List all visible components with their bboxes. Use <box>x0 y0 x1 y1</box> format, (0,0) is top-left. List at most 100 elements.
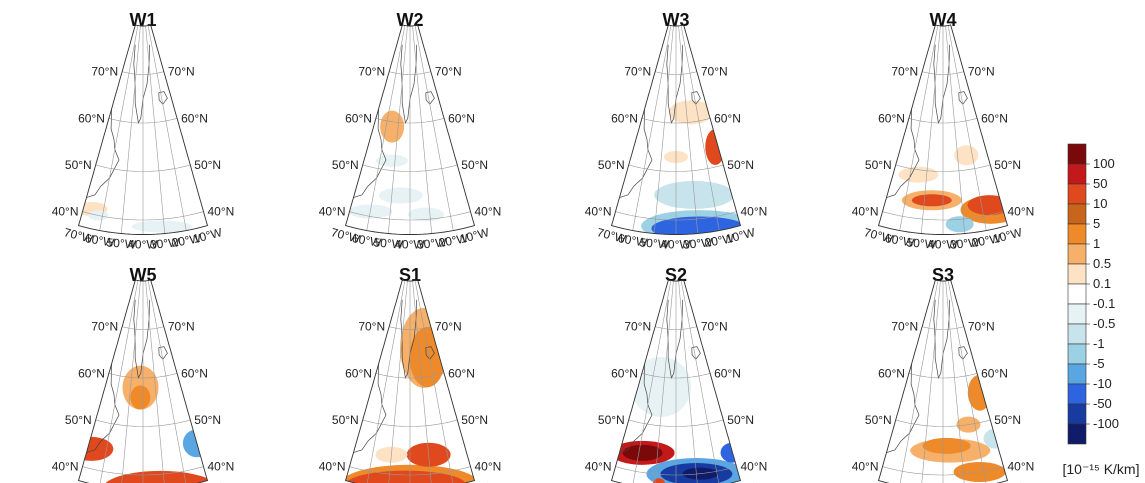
colorbar-cell <box>1067 223 1087 245</box>
lat-label-right: 70°N <box>968 320 995 334</box>
coastline-europe <box>717 126 741 226</box>
lat-label-left: 50°N <box>865 413 892 427</box>
lat-label-right: 70°N <box>435 65 462 79</box>
lon-label: 60°W <box>351 231 383 250</box>
lon-label: 40°W <box>928 238 958 252</box>
coastline-greenland <box>133 299 150 380</box>
colorbar-label: -50 <box>1093 396 1112 411</box>
lat-label-right: 70°N <box>968 65 995 79</box>
map-panel-s3: S340°N40°N50°N50°N60°N60°N70°N70°N70°W60… <box>852 265 1034 483</box>
lat-label-right: 50°N <box>994 413 1021 427</box>
anomaly-contour <box>911 194 952 207</box>
lon-label: 60°W <box>884 231 916 250</box>
coastline-iceland <box>958 346 968 360</box>
anomaly-contour <box>954 145 979 166</box>
colorbar-label: 0.5 <box>1093 256 1111 271</box>
colorbar-unit: [10⁻¹⁵ K/km] <box>1063 461 1140 477</box>
coastline-north-america <box>619 108 653 198</box>
lat-label-left: 70°N <box>91 320 118 334</box>
lon-label: 40°W <box>661 238 691 252</box>
coastline-greenland <box>933 44 950 125</box>
lat-label-left: 40°N <box>52 460 79 474</box>
colorbar-label: -5 <box>1093 356 1105 371</box>
lat-label-right: 40°N <box>740 460 767 474</box>
lon-label: 20°W <box>438 231 470 250</box>
colorbar-cell <box>1067 263 1087 285</box>
colorbar-cell <box>1067 423 1087 445</box>
lat-label-left: 60°N <box>345 366 372 380</box>
lat-label-right: 40°N <box>474 205 501 219</box>
anomaly-contour <box>922 437 971 454</box>
colorbar-cell <box>1067 183 1087 205</box>
lat-label-right: 40°N <box>207 205 234 219</box>
colorbar-label: -1 <box>1093 336 1105 351</box>
lat-label-right: 40°N <box>740 205 767 219</box>
anomaly-contour <box>345 470 466 483</box>
lat-label-right: 60°N <box>181 366 208 380</box>
anomaly-contour <box>407 207 444 222</box>
anomaly-contour <box>967 195 1008 216</box>
lat-label-left: 60°N <box>611 366 638 380</box>
lon-label: 20°W <box>971 231 1003 250</box>
lat-label-left: 70°N <box>358 65 385 79</box>
lat-label-right: 70°N <box>168 320 195 334</box>
lat-label-right: 50°N <box>461 158 488 172</box>
anomaly-contour <box>622 444 663 461</box>
colorbar-label: -10 <box>1093 376 1112 391</box>
lat-label-left: 60°N <box>878 111 905 125</box>
coastline-north-america <box>886 363 920 453</box>
coastline-iceland <box>691 346 701 360</box>
lat-label-right: 70°N <box>701 65 728 79</box>
lat-label-right: 50°N <box>727 413 754 427</box>
lon-label: 30°W <box>149 235 180 251</box>
lat-label-right: 60°N <box>714 111 741 125</box>
map-area <box>78 279 208 483</box>
colorbar-label: -0.5 <box>1093 316 1115 331</box>
coastline-europe <box>184 381 208 481</box>
coastline-iceland <box>158 91 168 105</box>
coastline-iceland <box>425 346 435 360</box>
lat-label-left: 70°N <box>891 65 918 79</box>
map-area <box>78 24 208 235</box>
lat-label-left: 40°N <box>585 205 612 219</box>
lat-label-left: 60°N <box>78 366 105 380</box>
lat-label-right: 40°N <box>1007 205 1034 219</box>
coastline-greenland <box>133 44 150 125</box>
lon-label: 60°W <box>617 231 649 250</box>
lon-label: 50°W <box>639 235 670 251</box>
lat-label-right: 50°N <box>194 158 221 172</box>
colorbar-label: 0.1 <box>1093 276 1111 291</box>
colorbar-label: 1 <box>1093 236 1100 251</box>
map-boundary <box>610 24 742 235</box>
colorbar-cells <box>1067 143 1087 445</box>
colorbar-label: -100 <box>1093 416 1119 431</box>
lat-label-left: 40°N <box>319 460 346 474</box>
coastline-greenland <box>400 44 417 125</box>
graticule <box>345 279 475 483</box>
map-boundary <box>344 279 476 483</box>
coastline-north-america <box>353 108 387 198</box>
coastline-north-america <box>886 108 920 198</box>
coastline-iceland <box>958 91 968 105</box>
colorbar-label: 50 <box>1093 176 1107 191</box>
colorbar-label: 100 <box>1093 156 1115 171</box>
coastline-europe <box>451 126 475 226</box>
lat-label-left: 70°N <box>91 65 118 79</box>
map-boundary <box>610 279 742 483</box>
coastline-north-america <box>353 363 387 453</box>
colorbar-label: 5 <box>1093 216 1100 231</box>
lat-label-left: 40°N <box>852 460 879 474</box>
lat-label-left: 60°N <box>878 366 905 380</box>
map-panel-s2: S240°N40°N50°N50°N60°N60°N70°N70°N70°W60… <box>585 265 767 483</box>
coastline-north-america <box>86 108 120 198</box>
colorbar-cell <box>1067 383 1087 405</box>
map-boundary <box>877 279 1009 483</box>
lat-label-right: 60°N <box>981 366 1008 380</box>
lat-label-left: 40°N <box>319 205 346 219</box>
lat-label-right: 40°N <box>1007 460 1034 474</box>
lat-label-left: 60°N <box>78 111 105 125</box>
lat-label-right: 70°N <box>168 65 195 79</box>
